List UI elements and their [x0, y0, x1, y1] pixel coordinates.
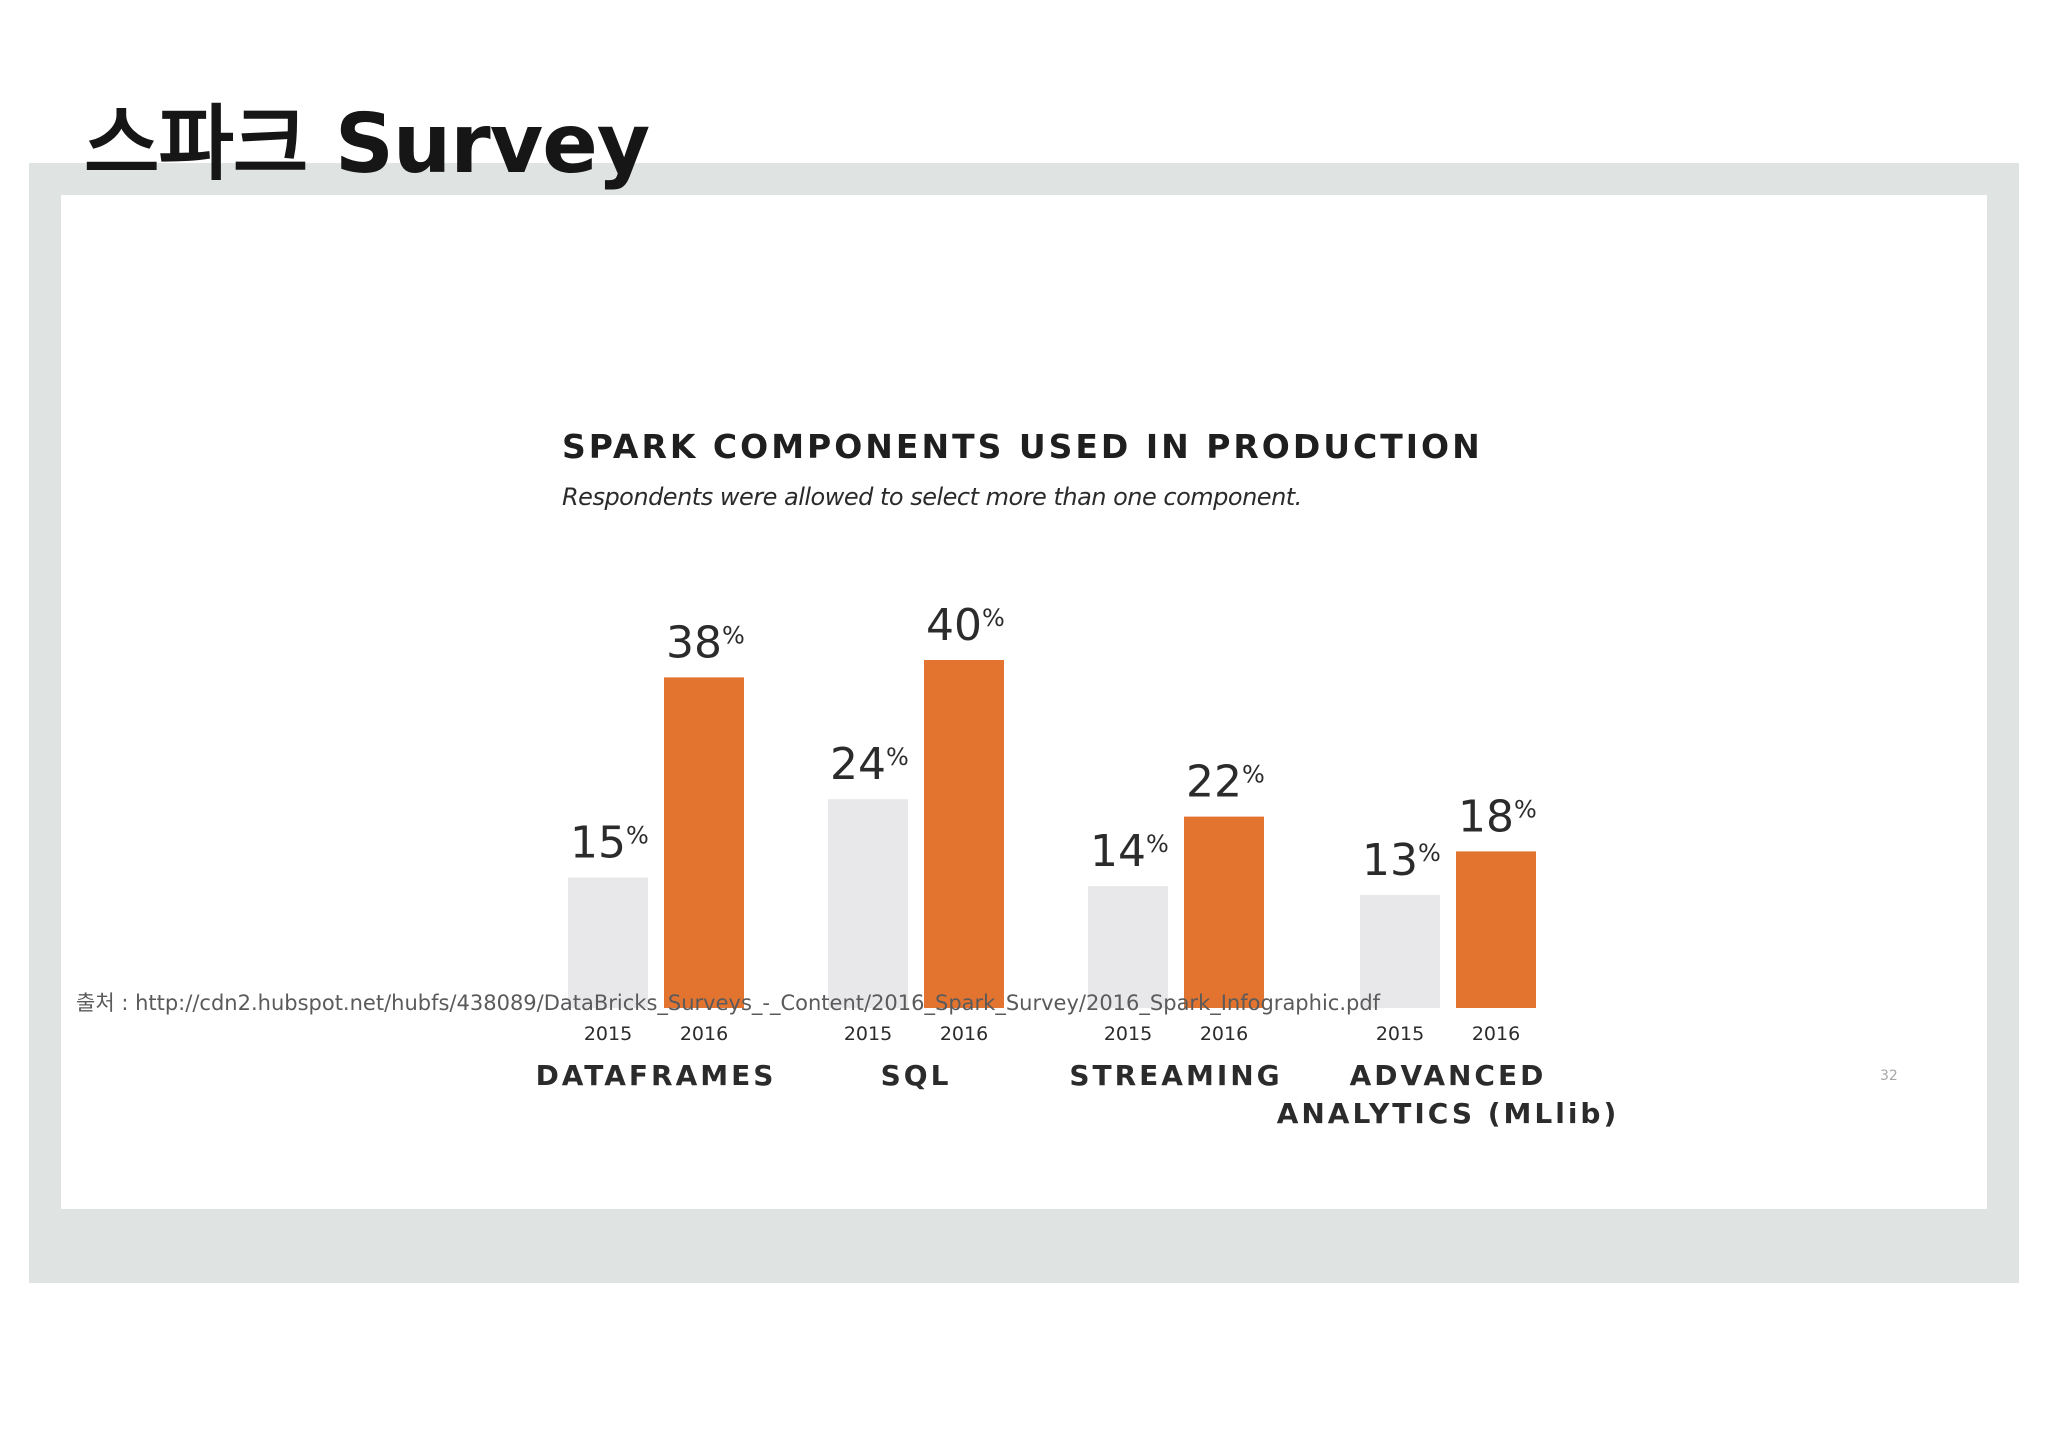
- data-label-percent: %: [1146, 830, 1169, 858]
- bar-2016: [1456, 851, 1536, 1008]
- data-label-value: 40: [926, 600, 982, 651]
- year-tick-label: 2015: [844, 1023, 892, 1045]
- data-label-percent: %: [1242, 761, 1265, 789]
- data-label-percent: %: [1514, 795, 1537, 823]
- source-prefix: 출처 :: [76, 991, 136, 1015]
- data-label-value: 13: [1362, 835, 1418, 886]
- slide-frame: [29, 163, 2019, 1283]
- data-label: 24%: [830, 739, 909, 790]
- slide-title: 스파크 Survey: [84, 97, 650, 192]
- bar-2016: [1184, 816, 1264, 1008]
- data-label: 38%: [666, 617, 745, 668]
- year-tick-label: 2015: [1376, 1023, 1424, 1045]
- data-label-value: 14: [1090, 826, 1146, 877]
- data-label: 40%: [926, 600, 1005, 651]
- data-label: 15%: [570, 818, 649, 869]
- slide-canvas: [61, 195, 1987, 1209]
- year-tick-label: 2015: [584, 1023, 632, 1045]
- data-label: 14%: [1090, 826, 1169, 877]
- data-label: 18%: [1458, 791, 1537, 842]
- bar-2016: [664, 677, 744, 1008]
- data-label-percent: %: [722, 621, 745, 649]
- category-label: STREAMING: [1069, 1059, 1282, 1092]
- category-label: ANALYTICS (MLlib): [1277, 1097, 1620, 1130]
- chart-title: SPARK COMPONENTS USED IN PRODUCTION: [562, 427, 1483, 466]
- year-tick-label: 2016: [1200, 1023, 1248, 1045]
- data-label-value: 15: [570, 818, 626, 869]
- data-label: 13%: [1362, 835, 1441, 886]
- data-label-value: 38: [666, 617, 722, 668]
- bar-2015: [1088, 886, 1168, 1008]
- year-tick-label: 2016: [940, 1023, 988, 1045]
- category-label: ADVANCED: [1350, 1059, 1547, 1092]
- page-number: 32: [1880, 1068, 1898, 1084]
- bar-2015: [828, 799, 908, 1008]
- data-label-value: 24: [830, 739, 886, 790]
- bar-2016: [924, 660, 1004, 1008]
- data-label-value: 22: [1186, 757, 1242, 808]
- data-label-percent: %: [886, 743, 909, 771]
- bar-2015: [568, 877, 648, 1008]
- data-label-percent: %: [1418, 839, 1441, 867]
- chart-subtitle: Respondents were allowed to select more …: [562, 483, 1302, 511]
- data-label-percent: %: [982, 604, 1005, 632]
- data-label-percent: %: [626, 822, 649, 850]
- data-label-value: 18: [1458, 791, 1514, 842]
- bar-2015: [1360, 894, 1440, 1008]
- source-url: http://cdn2.hubspot.net/hubfs/438089/Dat…: [135, 991, 1381, 1015]
- year-tick-label: 2015: [1104, 1023, 1152, 1045]
- category-label: DATAFRAMES: [536, 1059, 777, 1092]
- year-tick-label: 2016: [1472, 1023, 1520, 1045]
- year-tick-label: 2016: [680, 1023, 728, 1045]
- category-label: SQL: [881, 1059, 952, 1092]
- data-label: 22%: [1186, 757, 1265, 808]
- source-note: 출처 : http://cdn2.hubspot.net/hubfs/43808…: [76, 987, 1380, 1017]
